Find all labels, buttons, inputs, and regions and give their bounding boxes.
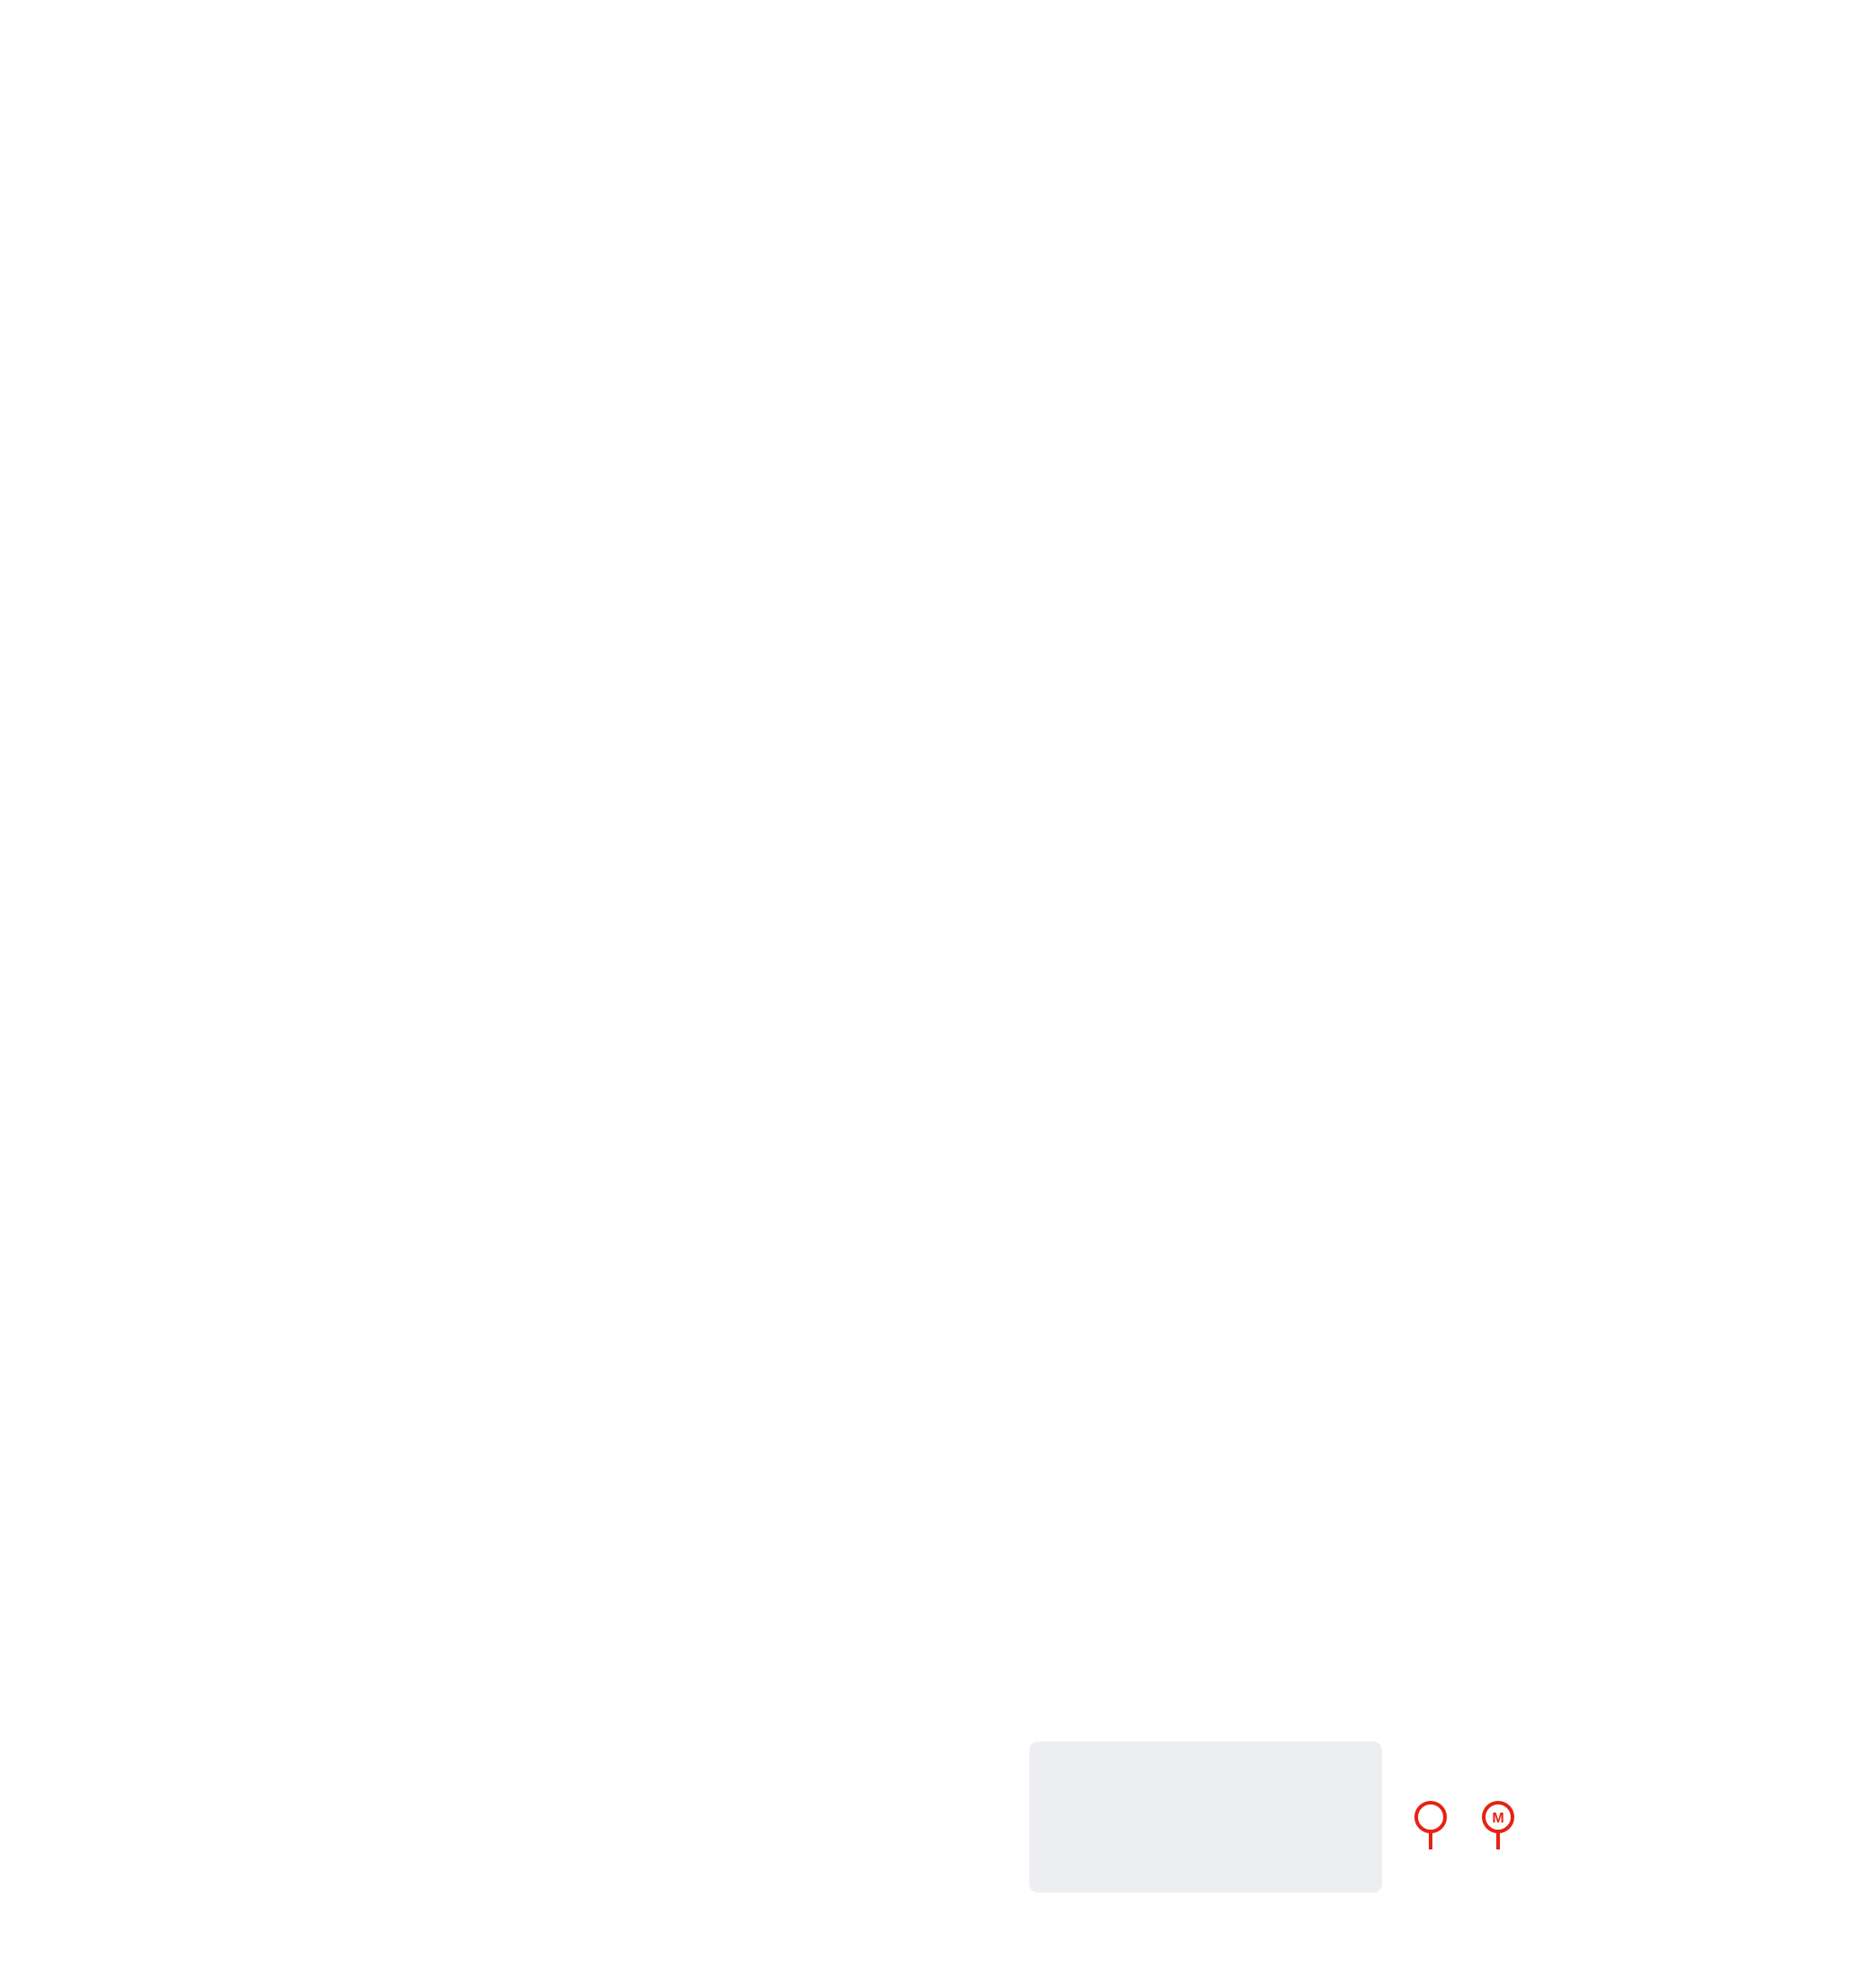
moscow-transport-logo [1404,1799,1458,1855]
svg-text:M: M [1492,1811,1503,1826]
moscow-metro-logo: M [1467,1799,1530,1855]
transit-map [335,167,1542,1661]
totals-panel [1029,1742,1382,1893]
